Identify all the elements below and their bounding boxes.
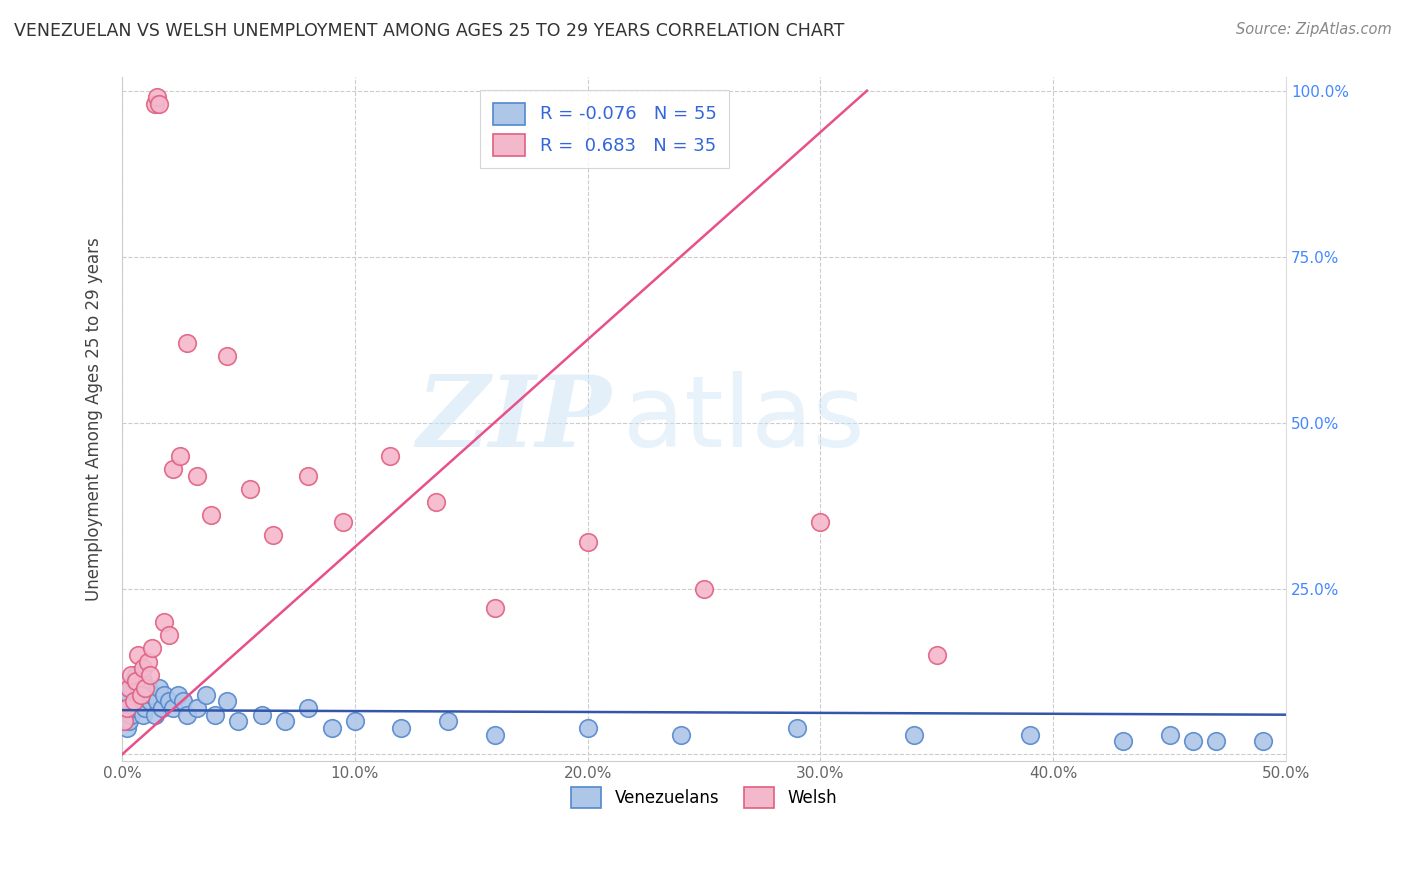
Point [389, 721, 412, 735]
Point [136, 655, 159, 669]
Point [120, 707, 142, 722]
Point [115, 701, 138, 715]
Point [136, 681, 159, 695]
Point [118, 681, 141, 695]
Point [262, 528, 284, 542]
Point [321, 721, 343, 735]
Point [134, 688, 156, 702]
Point [125, 667, 148, 681]
Point [122, 674, 145, 689]
Point [125, 694, 148, 708]
Point [169, 449, 191, 463]
Point [132, 661, 155, 675]
Point [162, 462, 184, 476]
Point [162, 701, 184, 715]
Point [425, 495, 447, 509]
Point [139, 694, 162, 708]
Point [150, 701, 173, 715]
Point [1019, 727, 1042, 741]
Point [127, 648, 149, 662]
Point [1251, 734, 1274, 748]
Point [186, 468, 208, 483]
Point [1205, 734, 1227, 748]
Point [129, 681, 152, 695]
Point [148, 97, 170, 112]
Point [122, 694, 145, 708]
Point [925, 648, 948, 662]
Point [125, 674, 148, 689]
Point [118, 688, 141, 702]
Point [122, 701, 145, 715]
Point [112, 714, 135, 729]
Point [903, 727, 925, 741]
Text: ZIP: ZIP [416, 371, 610, 467]
Point [141, 641, 163, 656]
Point [378, 449, 401, 463]
Point [786, 721, 808, 735]
Point [118, 714, 141, 729]
Point [134, 701, 156, 715]
Point [215, 694, 238, 708]
Point [146, 90, 169, 104]
Point [132, 674, 155, 689]
Point [1112, 734, 1135, 748]
Point [669, 727, 692, 741]
Point [115, 694, 138, 708]
Legend: Venezuelans, Welsh: Venezuelans, Welsh [564, 780, 844, 814]
Point [141, 688, 163, 702]
Point [204, 707, 226, 722]
Point [239, 482, 262, 496]
Point [127, 701, 149, 715]
Point [297, 701, 319, 715]
Point [143, 97, 166, 112]
Point [215, 349, 238, 363]
Point [576, 535, 599, 549]
Point [153, 615, 176, 629]
Point [194, 688, 217, 702]
Point [129, 694, 152, 708]
Text: VENEZUELAN VS WELSH UNEMPLOYMENT AMONG AGES 25 TO 29 YEARS CORRELATION CHART: VENEZUELAN VS WELSH UNEMPLOYMENT AMONG A… [14, 22, 845, 40]
Point [1181, 734, 1204, 748]
Point [112, 707, 135, 722]
Point [127, 688, 149, 702]
Point [274, 714, 297, 729]
Text: atlas: atlas [623, 371, 865, 467]
Point [172, 694, 194, 708]
Point [157, 628, 180, 642]
Point [186, 701, 208, 715]
Y-axis label: Unemployment Among Ages 25 to 29 years: Unemployment Among Ages 25 to 29 years [86, 237, 103, 601]
Point [484, 727, 506, 741]
Point [176, 335, 198, 350]
Point [1159, 727, 1181, 741]
Point [146, 694, 169, 708]
Point [576, 721, 599, 735]
Point [693, 582, 716, 596]
Point [176, 707, 198, 722]
Point [228, 714, 250, 729]
Point [143, 707, 166, 722]
Point [120, 681, 142, 695]
Point [139, 667, 162, 681]
Point [134, 681, 156, 695]
Point [343, 714, 366, 729]
Point [153, 688, 176, 702]
Point [332, 515, 354, 529]
Point [120, 667, 142, 681]
Point [157, 694, 180, 708]
Point [250, 707, 273, 722]
Point [129, 688, 152, 702]
Point [808, 515, 831, 529]
Point [115, 721, 138, 735]
Point [148, 681, 170, 695]
Point [297, 468, 319, 483]
Point [200, 508, 222, 523]
Text: Source: ZipAtlas.com: Source: ZipAtlas.com [1236, 22, 1392, 37]
Point [167, 688, 190, 702]
Point [132, 707, 155, 722]
Point [437, 714, 460, 729]
Point [484, 601, 506, 615]
